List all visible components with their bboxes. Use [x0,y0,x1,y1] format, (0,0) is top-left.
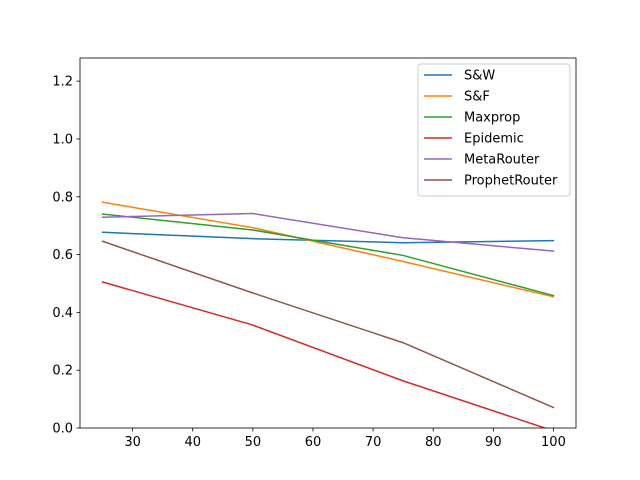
series-line-4 [101,212,555,252]
x-tick-label: 90 [485,435,502,450]
axes-frame [79,57,577,429]
legend-frame [417,63,571,197]
series-line-2 [101,213,555,297]
legend: S&W S&F Maxprop Epidemic MetaRouter ProphetRo… [417,63,571,197]
y-tick-label: 1.0 [52,132,73,147]
y-tick-label: 0.8 [52,190,73,205]
legend-label-4: MetaRouter [464,153,540,168]
legend-label-3: Epidemic [464,132,524,147]
x-tick-label: 70 [365,435,382,450]
series-line-3 [101,281,548,428]
series-line-5 [101,240,555,409]
y-tick-label: 0.2 [52,364,73,379]
x-tick-label: 50 [245,435,262,450]
y-tick-label: 0.6 [52,248,73,263]
x-tick-label: 100 [541,435,566,450]
legend-label-0: S&W [464,69,495,84]
x-tick-label: 80 [425,435,442,450]
x-tick-label: 60 [305,435,322,450]
y-tick-label: 0.0 [52,422,73,437]
y-tick-label: 0.4 [52,306,73,321]
legend-label-1: S&F [464,90,490,105]
series-line-0 [101,231,555,244]
legend-label-5: ProphetRouter [464,174,558,189]
x-tick-label: 40 [184,435,201,450]
axes-layer: 30 40 50 60 70 80 90 100 0.0 0.2 0.4 0.6 0.8 1.0 1.2 [52,57,577,450]
legend-label-2: Maxprop [464,111,520,126]
x-tick-label: 30 [124,435,141,450]
series-layer [101,201,555,428]
y-tick-label: 1.2 [52,75,73,90]
